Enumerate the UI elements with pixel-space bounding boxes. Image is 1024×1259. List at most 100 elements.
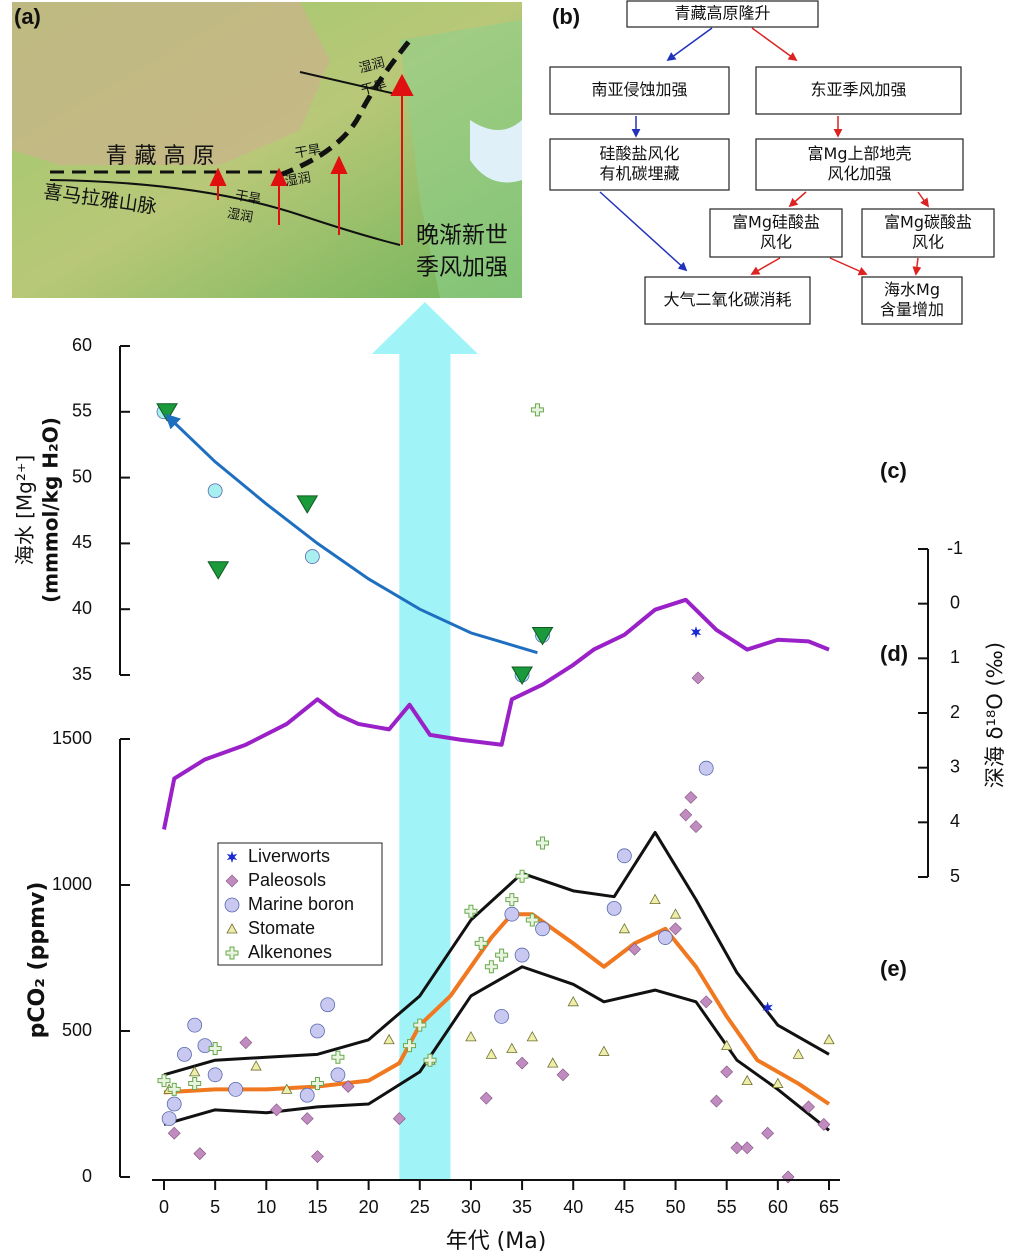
point xyxy=(506,1042,518,1053)
band-line xyxy=(163,912,831,1106)
point xyxy=(383,1033,395,1045)
flow-arrow xyxy=(788,191,807,208)
x-tick-label: 50 xyxy=(666,1197,686,1217)
point xyxy=(772,1077,784,1088)
x-tick-label: 60 xyxy=(768,1197,788,1217)
highlight-arrow xyxy=(371,302,478,354)
point xyxy=(177,1046,192,1062)
node-box xyxy=(549,138,730,191)
point xyxy=(331,1050,345,1064)
point xyxy=(598,1045,610,1056)
point xyxy=(392,1112,406,1126)
point xyxy=(669,922,682,936)
y2-tick-label: 3 xyxy=(950,756,960,776)
point xyxy=(300,1112,314,1126)
node-text: 有机碳埋藏 xyxy=(599,164,679,183)
point xyxy=(296,495,319,514)
point xyxy=(187,1017,203,1033)
point xyxy=(504,906,520,922)
node-box xyxy=(861,276,963,325)
panel-labels: (a) (b) (c) (d) (e) xyxy=(14,4,908,981)
x-tick-label: 35 xyxy=(512,1197,532,1217)
y-tick-label: 35 xyxy=(72,664,92,684)
flow-arrow xyxy=(917,191,930,208)
isotope-line xyxy=(162,597,830,830)
legend-box xyxy=(217,842,383,966)
point xyxy=(762,1001,773,1014)
y-tick-label: 45 xyxy=(72,532,92,552)
legend-label: Paleosols xyxy=(248,870,326,890)
point xyxy=(310,1077,324,1091)
node-text: 硅酸盐风化 xyxy=(599,144,679,163)
point xyxy=(515,869,529,883)
point xyxy=(207,1067,223,1083)
point xyxy=(689,820,703,834)
node-text: 青藏高原隆升 xyxy=(674,4,770,23)
point xyxy=(823,1033,835,1045)
point xyxy=(669,908,682,919)
x-tick-label: 20 xyxy=(359,1197,379,1217)
x-tick-label: 55 xyxy=(717,1197,737,1217)
node-text: 富Mg硅酸盐 xyxy=(732,213,820,232)
trend-line xyxy=(164,413,538,655)
x-tick-label: 30 xyxy=(461,1197,481,1217)
y-tick-label: 40 xyxy=(72,598,92,618)
map-label: 干旱 xyxy=(359,77,388,98)
flow-node: 大气二氧化碳消耗 xyxy=(644,276,811,325)
y2-tick-label: 5 xyxy=(950,866,960,886)
point xyxy=(515,1056,529,1070)
y2-axis-label: 深海 δ¹⁸O (‰) xyxy=(983,642,1007,788)
panel-label: (b) xyxy=(552,4,580,29)
point xyxy=(167,1082,181,1096)
flow-arrow xyxy=(666,27,713,62)
y2-tick-label: 2 xyxy=(950,702,960,722)
point xyxy=(423,1053,437,1067)
point xyxy=(474,936,488,950)
node-text: 含量增加 xyxy=(880,300,944,319)
y-axis-label: pCO₂ (ppmv) xyxy=(25,882,50,1039)
y-tick-label: 1500 xyxy=(52,728,92,748)
highlight-band xyxy=(399,354,451,1180)
node-text: 富Mg上部地壳 xyxy=(808,144,912,163)
map-label: 青 藏 高 原 xyxy=(106,144,215,169)
x-tick-label: 40 xyxy=(563,1197,583,1217)
lowland xyxy=(400,20,522,298)
point xyxy=(657,930,673,945)
y-tick-label: 50 xyxy=(72,466,92,486)
himalaya-line xyxy=(49,179,401,246)
panel-label: (c) xyxy=(880,458,907,483)
point xyxy=(310,1023,325,1039)
point xyxy=(720,1065,734,1079)
point xyxy=(730,1141,744,1155)
node-box xyxy=(549,66,730,115)
map-label: 干旱 xyxy=(234,188,262,207)
boundary-line xyxy=(299,71,401,96)
point xyxy=(413,1018,427,1032)
point xyxy=(341,1080,355,1093)
point xyxy=(530,403,544,417)
node-text: 南亚侵蚀加强 xyxy=(591,80,687,99)
point xyxy=(320,997,336,1013)
band-line xyxy=(163,965,830,1132)
sea xyxy=(470,120,522,183)
y2-tick-label: 1 xyxy=(950,647,960,667)
point xyxy=(761,1126,775,1140)
y-tick-label: 60 xyxy=(72,335,92,355)
point xyxy=(197,1038,213,1053)
flow-node: 南亚侵蚀加强 xyxy=(549,66,730,115)
flow-node: 青藏高原隆升 xyxy=(626,0,819,28)
point xyxy=(740,1141,754,1155)
x-tick-label: 5 xyxy=(210,1197,220,1217)
point xyxy=(505,893,519,907)
flow-arrow xyxy=(599,191,688,272)
legend-label: Marine boron xyxy=(248,894,354,914)
point xyxy=(698,760,714,776)
point xyxy=(188,1077,202,1091)
point xyxy=(193,1147,207,1161)
map-label: 季风加强 xyxy=(416,255,508,281)
point xyxy=(616,848,632,864)
node-text: 海水Mg xyxy=(884,280,940,299)
